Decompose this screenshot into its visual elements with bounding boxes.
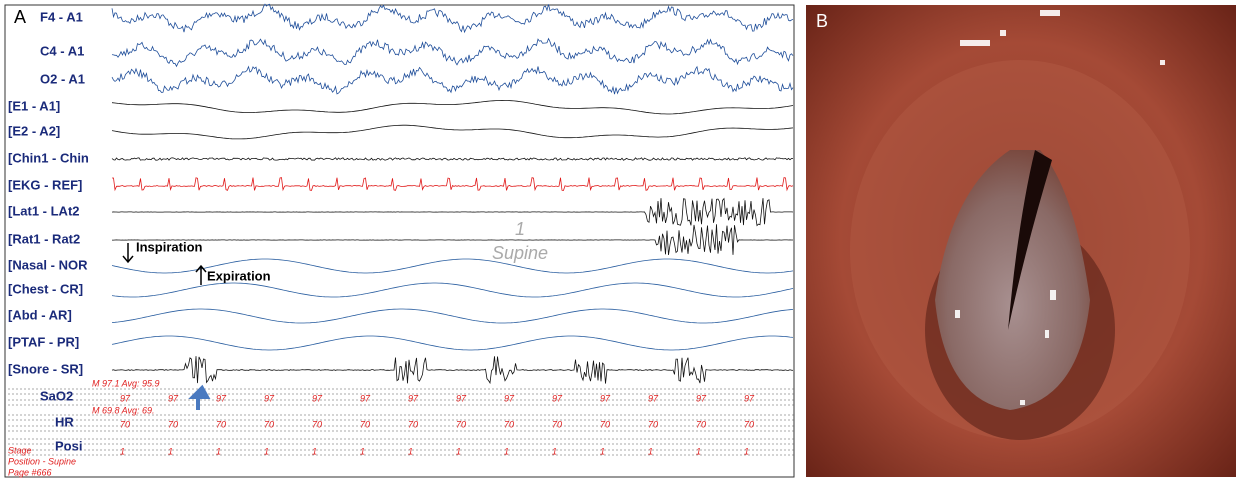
- reading: 1: [600, 446, 605, 456]
- reading: 70: [360, 419, 370, 429]
- reading: 97: [312, 393, 323, 403]
- reading: 97: [456, 393, 467, 403]
- waveform: [111, 308, 794, 324]
- reading: 97: [696, 393, 707, 403]
- channel-label: [Nasal - NOR: [8, 257, 88, 272]
- reading: 1: [504, 446, 509, 456]
- reading: 1: [312, 446, 317, 456]
- panel-a: F4 - A1 C4 - A1 O2 - A1 [E1 - A1] [E2 - A2] […: [8, 3, 794, 477]
- waveform: [111, 3, 794, 34]
- reading: 70: [312, 419, 322, 429]
- reading: 97: [552, 393, 563, 403]
- reading: 70: [264, 419, 274, 429]
- marker-arrow: [188, 384, 211, 410]
- waveform: [111, 258, 794, 274]
- channel-label: [Chest - CR]: [8, 281, 83, 296]
- reading: 1: [744, 446, 749, 456]
- reading: 97: [504, 393, 515, 403]
- reading: 1: [264, 446, 269, 456]
- waveform: [111, 37, 794, 68]
- channel-label: [Rat1 - Rat2: [8, 231, 80, 246]
- channel-label: [E1 - A1]: [8, 98, 60, 113]
- reading: 70: [456, 419, 466, 429]
- panel-a-frame: [4, 4, 795, 478]
- reading: 97: [264, 393, 275, 403]
- reading: 1: [120, 446, 125, 456]
- vocal-folds: [935, 150, 1090, 410]
- reading: 97: [216, 393, 227, 403]
- waveform: [111, 124, 794, 140]
- channel-label: [Snore - SR]: [8, 361, 83, 376]
- arrow: [122, 243, 134, 264]
- reading: 1: [168, 446, 173, 456]
- waveform: [112, 224, 793, 256]
- reading: 1: [456, 446, 461, 456]
- annotation: Expiration: [207, 268, 271, 283]
- epoch: 1: [515, 219, 525, 239]
- reading: 1: [552, 446, 557, 456]
- channel-label: SaO2: [40, 388, 73, 403]
- reading: 70: [408, 419, 418, 429]
- waveform: [111, 335, 794, 351]
- reading: 97: [360, 393, 371, 403]
- channel-label: O2 - A1: [40, 71, 85, 86]
- channel-label: [Chin1 - Chin: [8, 150, 89, 165]
- reading: 97: [648, 393, 659, 403]
- reading: 70: [552, 419, 562, 429]
- reading: 70: [648, 419, 658, 429]
- reading: 70: [504, 419, 514, 429]
- panel-label: A: [14, 7, 26, 27]
- reading: 97: [120, 393, 131, 403]
- highlights: [955, 10, 1165, 405]
- position: Supine: [492, 243, 548, 263]
- panel-b: B: [806, 5, 1236, 477]
- footer-text: Position - Supine: [8, 456, 76, 466]
- panel-label: B: [816, 11, 828, 31]
- reading: 97: [600, 393, 611, 403]
- channel-label: HR: [55, 414, 74, 429]
- channel-label: C4 - A1: [40, 43, 84, 58]
- reading: 70: [744, 419, 754, 429]
- waveform: [112, 177, 794, 192]
- channel-label: Posi: [55, 438, 82, 453]
- arrow: [195, 264, 207, 285]
- reading: 1: [360, 446, 365, 456]
- waveform: [111, 157, 794, 161]
- reading: 70: [696, 419, 706, 429]
- reading: 1: [408, 446, 413, 456]
- waveform: [111, 99, 794, 115]
- reading: 70: [600, 419, 610, 429]
- annotation: Inspiration: [136, 239, 203, 254]
- reading: 70: [216, 419, 226, 429]
- reading: 70: [168, 419, 178, 429]
- channel-label: [Lat1 - LAt2: [8, 203, 80, 218]
- reading: 70: [120, 419, 130, 429]
- footer-text: Page #666: [8, 467, 52, 477]
- waveform: [111, 356, 794, 385]
- summary: M 97.1 Avg: 95.9: [92, 378, 160, 388]
- reading: 97: [744, 393, 755, 403]
- channel-label: [EKG - REF]: [8, 177, 82, 192]
- channel-label: [Abd - AR]: [8, 307, 72, 322]
- channel-label: F4 - A1: [40, 9, 83, 24]
- footer-text: Stage: [8, 445, 32, 455]
- channel-label: [E2 - A2]: [8, 123, 60, 138]
- reading: 97: [408, 393, 419, 403]
- reading: 1: [648, 446, 653, 456]
- waveform: [111, 282, 794, 298]
- reading: 1: [216, 446, 221, 456]
- reading: 97: [168, 393, 179, 403]
- summary: M 69.8 Avg: 69.: [92, 405, 155, 415]
- reading: 1: [696, 446, 701, 456]
- waveform: [111, 65, 794, 95]
- channel-label: [PTAF - PR]: [8, 334, 79, 349]
- waveform: [111, 197, 794, 227]
- glottis: [1008, 150, 1052, 330]
